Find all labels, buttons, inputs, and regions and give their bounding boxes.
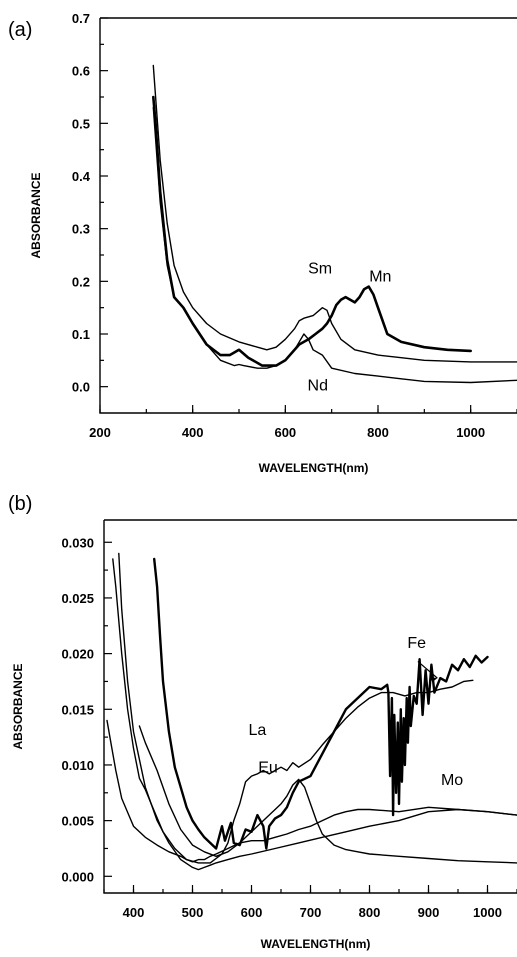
panel-b-label: (b) (8, 493, 32, 515)
panel-b-annotation-la: La (249, 722, 267, 739)
panel-b-annotation-mo: Mo (441, 772, 463, 789)
panel-a-ytick-label: 0.6 (72, 64, 90, 79)
panel-b-ytick-label: 0.010 (61, 758, 94, 773)
panel-a-x-axis-label: WAVELENGTH(nm) (259, 461, 369, 475)
panel-b-xtick-label: 800 (359, 905, 381, 920)
panel-b-ytick-label: 0.015 (61, 702, 94, 717)
panel-a-ytick-label: 0.4 (72, 169, 91, 184)
panel-a-xtick-label: 400 (182, 425, 204, 440)
panel-b-y-axis-label: ABSORBANCE (11, 663, 25, 749)
panel-a-ytick-label: 0.0 (72, 380, 90, 395)
panel-a-ytick-label: 0.2 (72, 274, 90, 289)
panel-b-fe-pointer-arrow (417, 660, 438, 679)
panel-a-series-nd-line (152, 106, 517, 384)
panel-b-chart: (b) 0.000 0.005 0.010 0.015 0.020 0.025 0.030 40… (8, 493, 517, 951)
panel-b-ytick-label: 0.000 (61, 869, 94, 884)
panel-a-annotation-nd: Nd (308, 377, 328, 394)
panel-b-xtick-label: 500 (182, 905, 204, 920)
panel-b-series-eu-line (138, 725, 517, 864)
panel-a-series-sm-line (152, 64, 517, 363)
panel-b-ytick-label: 0.030 (61, 535, 94, 550)
panel-b-xtick-label: 1000 (473, 905, 502, 920)
panel-a-ytick-label: 0.7 (72, 11, 90, 26)
panel-a-y-axis-label: ABSORBANCE (29, 172, 43, 258)
panel-b-xtick-label: 700 (300, 905, 322, 920)
panel-b-annotation-fe: Fe (407, 635, 426, 652)
panel-a-xtick-label: 1000 (456, 425, 485, 440)
panel-b-annotation-eu: Eu (258, 760, 278, 777)
panel-a-xtick-label: 800 (367, 425, 389, 440)
panel-b-x-axis-label: WAVELENGTH(nm) (261, 937, 371, 951)
panel-a-ytick-label: 0.5 (72, 116, 90, 131)
panel-b-ytick-label: 0.025 (61, 591, 94, 606)
panel-b-xtick-label: 400 (123, 905, 145, 920)
panel-b-series-unlabeled-line (118, 552, 517, 871)
panel-a-label: (a) (8, 19, 32, 41)
panel-a-ytick-label: 0.1 (72, 327, 90, 342)
panel-a-annotation-mn: Mn (369, 268, 391, 285)
panel-a-chart: (a) 0.0 0.1 0.2 0.3 0.4 0.5 0.6 0.7 200 400 600 800 1… (8, 11, 517, 475)
panel-b-series-mo-line (106, 719, 517, 863)
panel-b-xtick-label: 900 (418, 905, 440, 920)
panel-b-series-fe-line (153, 557, 489, 850)
panel-a-xtick-label: 600 (274, 425, 296, 440)
panel-a-annotation-sm: Sm (308, 260, 332, 277)
panel-a-xtick-label: 200 (89, 425, 111, 440)
panel-b-ytick-label: 0.020 (61, 647, 94, 662)
panel-b-xtick-label: 600 (241, 905, 263, 920)
panel-a-series-mn-line (152, 95, 472, 367)
panel-a-ytick-label: 0.3 (72, 222, 90, 237)
panel-b-fe-arrowhead (430, 677, 438, 683)
panel-b-ytick-label: 0.005 (61, 814, 94, 829)
